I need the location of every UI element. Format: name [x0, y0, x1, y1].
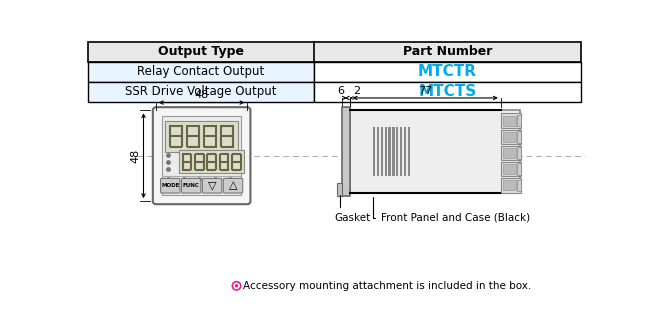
Bar [517, 180, 521, 191]
Text: Relay Contact Output: Relay Contact Output [137, 65, 265, 78]
Bar [501, 146, 521, 160]
FancyBboxPatch shape [160, 179, 180, 193]
Bar [501, 130, 521, 144]
Text: MTCTS: MTCTS [418, 84, 477, 99]
Text: SSR Drive Voltage Output: SSR Drive Voltage Output [125, 85, 276, 98]
Text: Front Panel and Case (Black): Front Panel and Case (Black) [373, 197, 530, 223]
Bar [501, 178, 521, 193]
Bar [393, 127, 394, 176]
FancyBboxPatch shape [181, 179, 201, 193]
Bar [396, 127, 398, 176]
Bar [408, 127, 410, 176]
Bar [165, 121, 238, 152]
FancyBboxPatch shape [153, 107, 250, 204]
Bar [381, 127, 383, 176]
Bar [404, 127, 406, 176]
Bar [503, 116, 516, 126]
Text: 48: 48 [194, 90, 209, 100]
Text: ▽: ▽ [208, 181, 216, 191]
Text: FUNC: FUNC [183, 183, 200, 188]
Circle shape [232, 282, 241, 290]
Text: MTCTR: MTCTR [418, 64, 477, 79]
Bar [373, 127, 375, 176]
Circle shape [234, 283, 239, 288]
Text: 6: 6 [337, 86, 344, 95]
FancyBboxPatch shape [202, 179, 222, 193]
Bar [88, 62, 314, 82]
Circle shape [235, 285, 237, 287]
Bar [517, 115, 521, 126]
Text: MODE: MODE [161, 183, 179, 188]
Text: Gasket: Gasket [334, 195, 370, 223]
Bar [314, 82, 580, 102]
Bar [501, 162, 521, 177]
Bar [503, 164, 516, 174]
Bar [385, 127, 387, 176]
Text: Accessory mounting attachment is included in the box.: Accessory mounting attachment is include… [243, 281, 531, 291]
Bar [314, 62, 580, 82]
Bar [503, 148, 516, 158]
Bar [162, 117, 241, 195]
Bar [377, 127, 379, 176]
Text: 2: 2 [353, 86, 360, 96]
Bar [342, 107, 349, 196]
Bar [349, 110, 520, 193]
Bar [517, 147, 521, 159]
Bar [337, 184, 342, 196]
Bar [517, 131, 521, 143]
Text: 48: 48 [130, 149, 140, 163]
Text: Output Type: Output Type [158, 45, 244, 58]
Bar [503, 180, 516, 190]
Bar [517, 163, 521, 175]
Bar [503, 132, 516, 142]
Bar [501, 113, 521, 128]
Text: Part Number: Part Number [403, 45, 492, 58]
FancyBboxPatch shape [224, 179, 243, 193]
Bar [400, 127, 402, 176]
Text: △: △ [229, 181, 237, 191]
Bar [88, 82, 314, 102]
Text: 77: 77 [418, 86, 432, 95]
Bar [389, 127, 391, 176]
Bar [88, 42, 580, 62]
Bar [179, 150, 244, 174]
